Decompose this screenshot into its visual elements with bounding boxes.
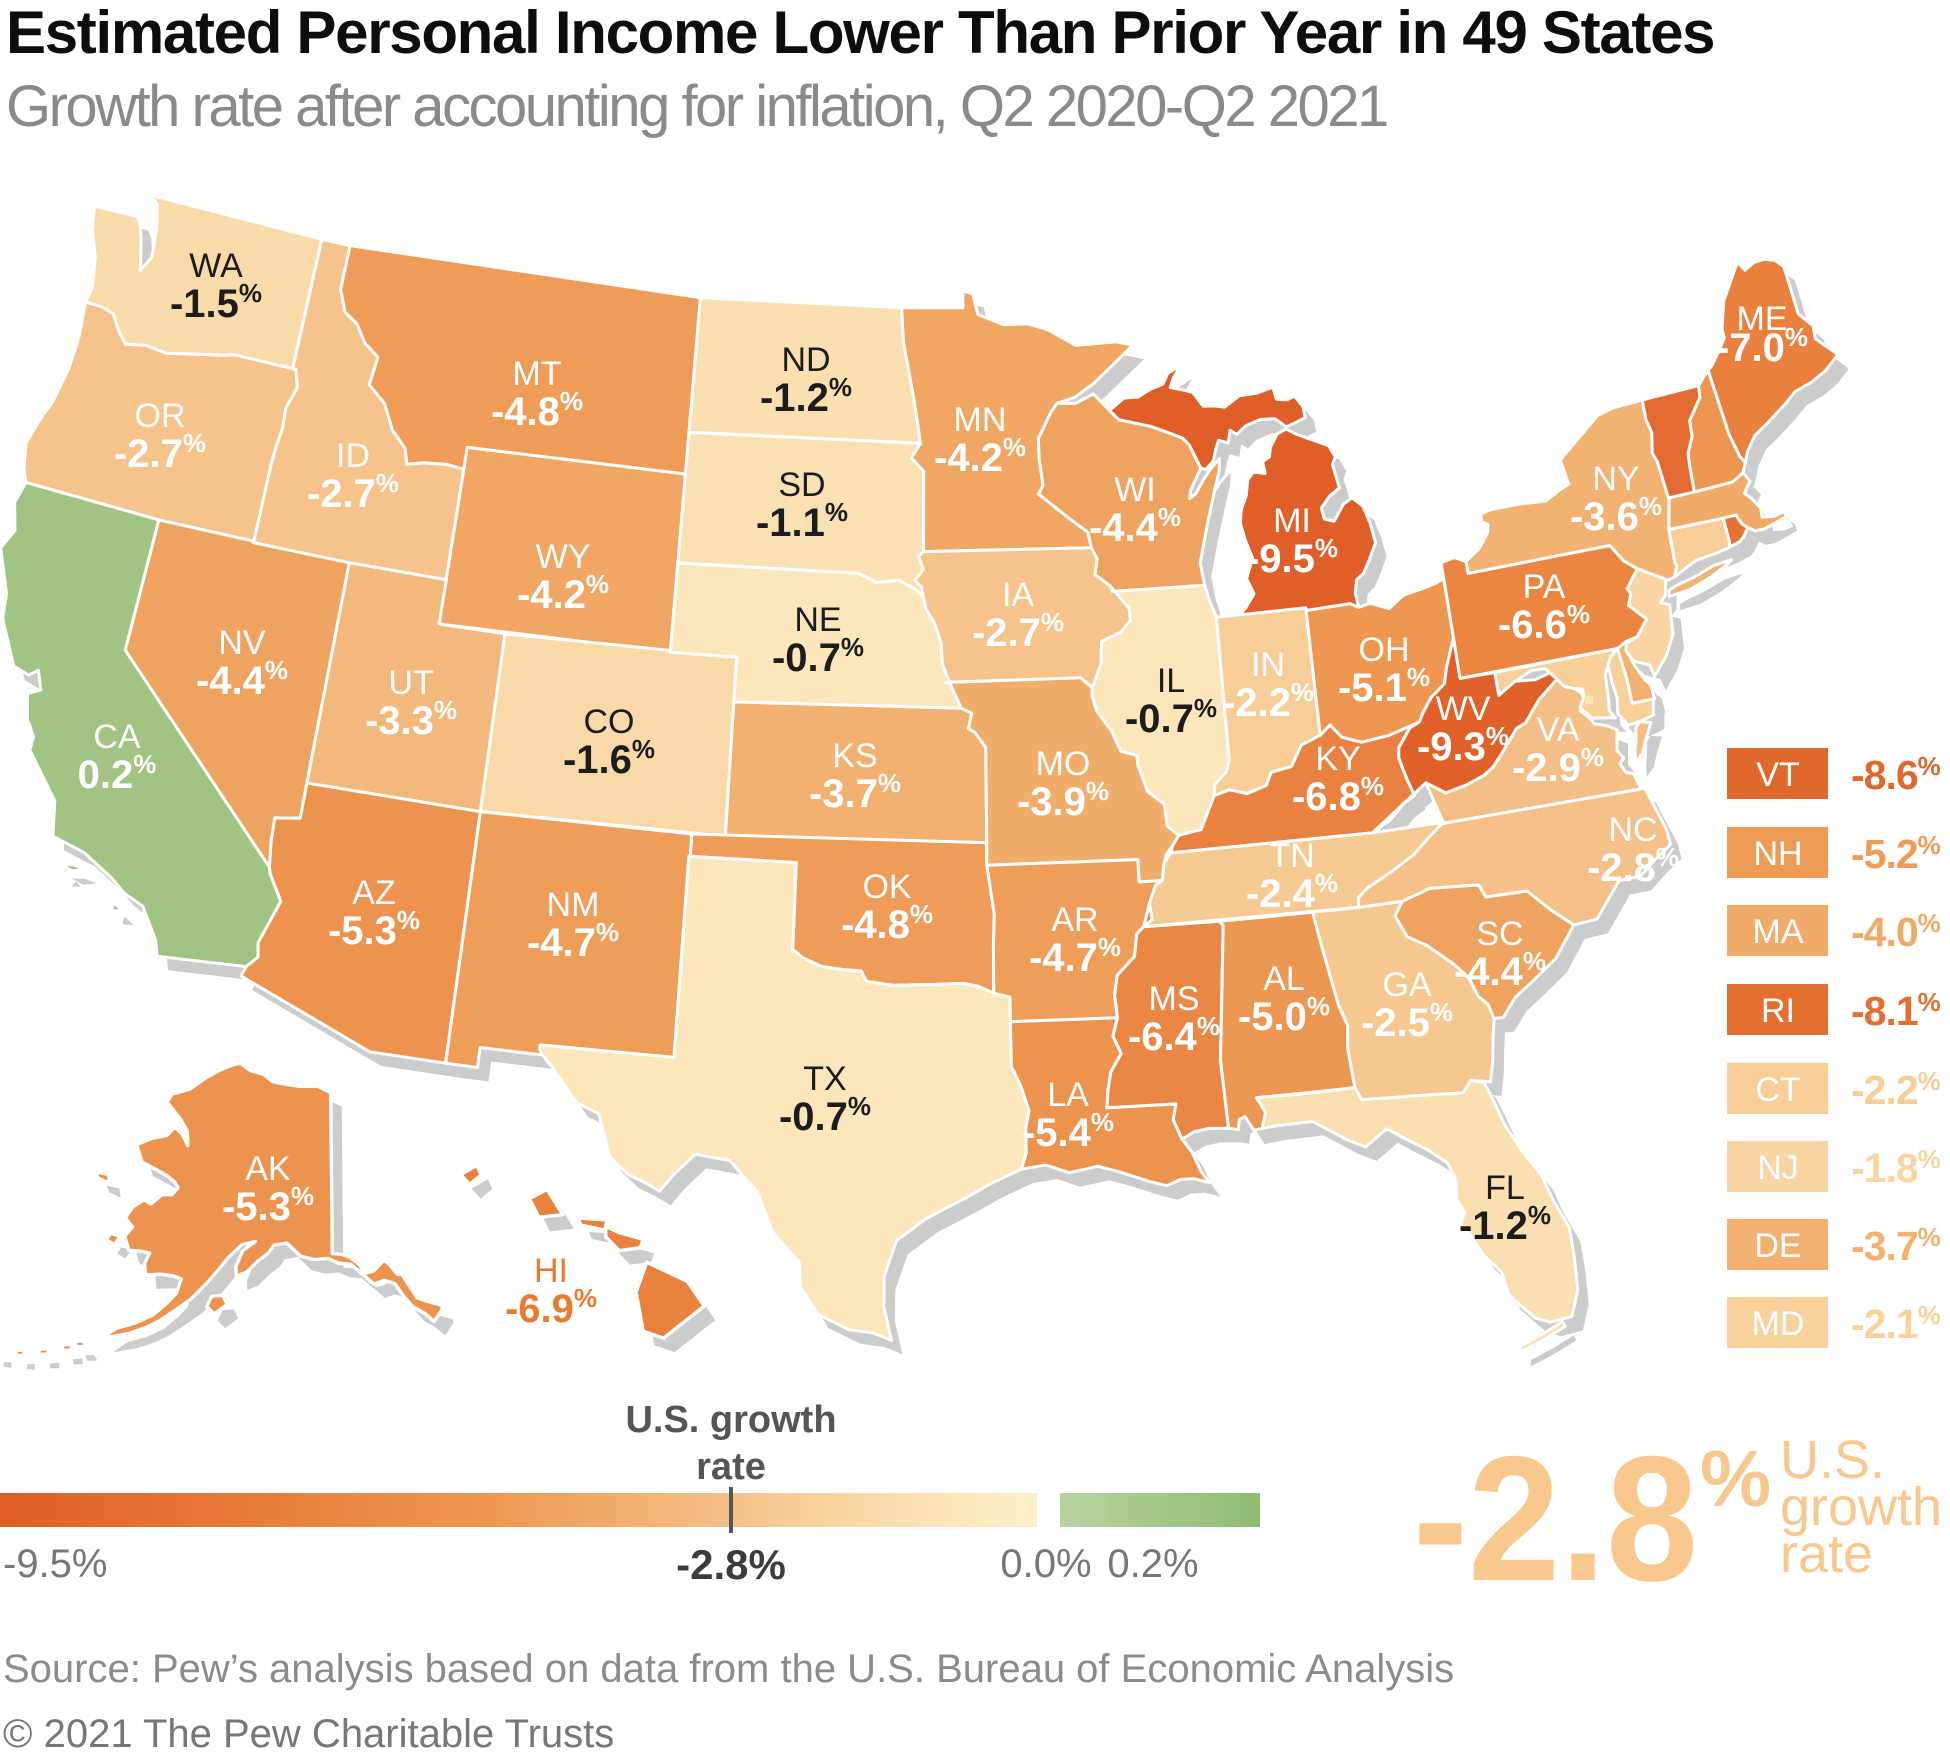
svg-text:KY: KY — [1315, 740, 1360, 778]
svg-text:-4.8%: -4.8% — [491, 386, 583, 434]
svg-text:DE: DE — [1754, 1227, 1801, 1265]
svg-text:-1.5%: -1.5% — [170, 278, 262, 326]
svg-text:rate: rate — [696, 1446, 766, 1488]
svg-text:VA: VA — [1537, 711, 1580, 749]
svg-text:WA: WA — [189, 247, 243, 285]
svg-text:-9.5%: -9.5% — [1246, 533, 1338, 581]
svg-text:TX: TX — [803, 1060, 846, 1098]
svg-text:0.2%: 0.2% — [1107, 1542, 1198, 1586]
svg-text:OH: OH — [1359, 631, 1410, 669]
svg-text:-2.8: -2.8 — [1413, 1419, 1698, 1618]
svg-text:-4.0%: -4.0% — [1851, 908, 1941, 955]
svg-text:RI: RI — [1761, 992, 1795, 1030]
svg-text:MD: MD — [1752, 1305, 1805, 1343]
svg-text:MI: MI — [1273, 502, 1311, 540]
svg-text:TN: TN — [1269, 837, 1314, 875]
svg-text:-2.1%: -2.1% — [1851, 1300, 1941, 1347]
svg-text:KS: KS — [832, 737, 877, 775]
svg-text:0.2%: 0.2% — [78, 749, 157, 797]
svg-text:SC: SC — [1476, 915, 1523, 953]
svg-text:HI: HI — [534, 1252, 568, 1290]
svg-text:PA: PA — [1523, 568, 1566, 606]
svg-text:-2.8%: -2.8% — [676, 1541, 786, 1588]
svg-text:-5.1%: -5.1% — [1338, 662, 1430, 710]
svg-text:-4.8%: -4.8% — [841, 899, 933, 947]
svg-text:NM: NM — [547, 886, 600, 924]
svg-text:-2.2%: -2.2% — [1851, 1066, 1941, 1113]
svg-text:IN: IN — [1251, 646, 1285, 684]
svg-text:-6.9%: -6.9% — [505, 1283, 597, 1331]
svg-text:-2.7%: -2.7% — [114, 428, 206, 476]
svg-text:WI: WI — [1114, 471, 1156, 509]
svg-text:IA: IA — [1002, 576, 1034, 614]
svg-text:ID: ID — [336, 437, 370, 475]
svg-text:AL: AL — [1263, 960, 1305, 998]
svg-text:-5.2%: -5.2% — [1851, 830, 1941, 877]
svg-text:-3.7%: -3.7% — [1851, 1222, 1941, 1269]
svg-text:AR: AR — [1051, 901, 1098, 939]
svg-text:NJ: NJ — [1757, 1149, 1799, 1187]
svg-text:rate: rate — [1780, 1524, 1873, 1584]
svg-text:%: % — [1700, 1434, 1771, 1523]
svg-text:MO: MO — [1036, 745, 1091, 783]
svg-text:U.S.: U.S. — [1780, 1430, 1885, 1490]
svg-text:VT: VT — [1756, 756, 1799, 794]
svg-text:NC: NC — [1608, 811, 1657, 849]
svg-text:growth: growth — [1780, 1477, 1942, 1537]
svg-text:-9.5%: -9.5% — [3, 1542, 108, 1586]
svg-text:IL: IL — [1157, 662, 1185, 700]
svg-text:GA: GA — [1382, 966, 1431, 1004]
svg-text:0.0%: 0.0% — [1000, 1542, 1091, 1586]
svg-text:U.S. growth: U.S. growth — [625, 1399, 836, 1441]
svg-text:MS: MS — [1149, 980, 1200, 1018]
svg-text:FL: FL — [1485, 1169, 1525, 1207]
svg-text:CO: CO — [584, 703, 635, 741]
svg-text:MA: MA — [1753, 913, 1804, 951]
svg-text:ME: ME — [1737, 300, 1788, 338]
svg-text:MT: MT — [512, 355, 561, 393]
svg-text:-8.1%: -8.1% — [1851, 987, 1941, 1034]
svg-text:Growth rate after accounting f: Growth rate after accounting for inflati… — [6, 74, 1387, 139]
svg-text:Source: Pew’s analysis based o: Source: Pew’s analysis based on data fro… — [3, 1647, 1454, 1691]
svg-text:AK: AK — [245, 1150, 291, 1188]
svg-text:CA: CA — [93, 718, 141, 756]
svg-text:AZ: AZ — [352, 874, 395, 912]
svg-text:WV: WV — [1436, 690, 1491, 728]
svg-text:-1.8%: -1.8% — [1851, 1144, 1941, 1191]
svg-text:NE: NE — [794, 601, 841, 639]
svg-text:OR: OR — [135, 397, 186, 435]
svg-text:© 2021 The Pew Charitable Trus: © 2021 The Pew Charitable Trusts — [3, 1712, 614, 1753]
svg-text:OK: OK — [862, 868, 911, 906]
svg-text:MN: MN — [954, 401, 1007, 439]
svg-text:WY: WY — [536, 538, 591, 576]
svg-text:-8.6%: -8.6% — [1851, 751, 1941, 798]
svg-text:Estimated Personal Income Lowe: Estimated Personal Income Lower Than Pri… — [6, 0, 1714, 66]
svg-text:NV: NV — [218, 624, 266, 662]
svg-text:CT: CT — [1755, 1071, 1800, 1109]
svg-text:-2.8%: -2.8% — [1587, 842, 1679, 890]
svg-text:NY: NY — [1592, 460, 1639, 498]
svg-text:SD: SD — [778, 466, 825, 504]
svg-text:NH: NH — [1753, 835, 1802, 873]
svg-text:UT: UT — [388, 664, 433, 702]
svg-text:ND: ND — [781, 341, 830, 379]
svg-text:LA: LA — [1047, 1076, 1089, 1114]
